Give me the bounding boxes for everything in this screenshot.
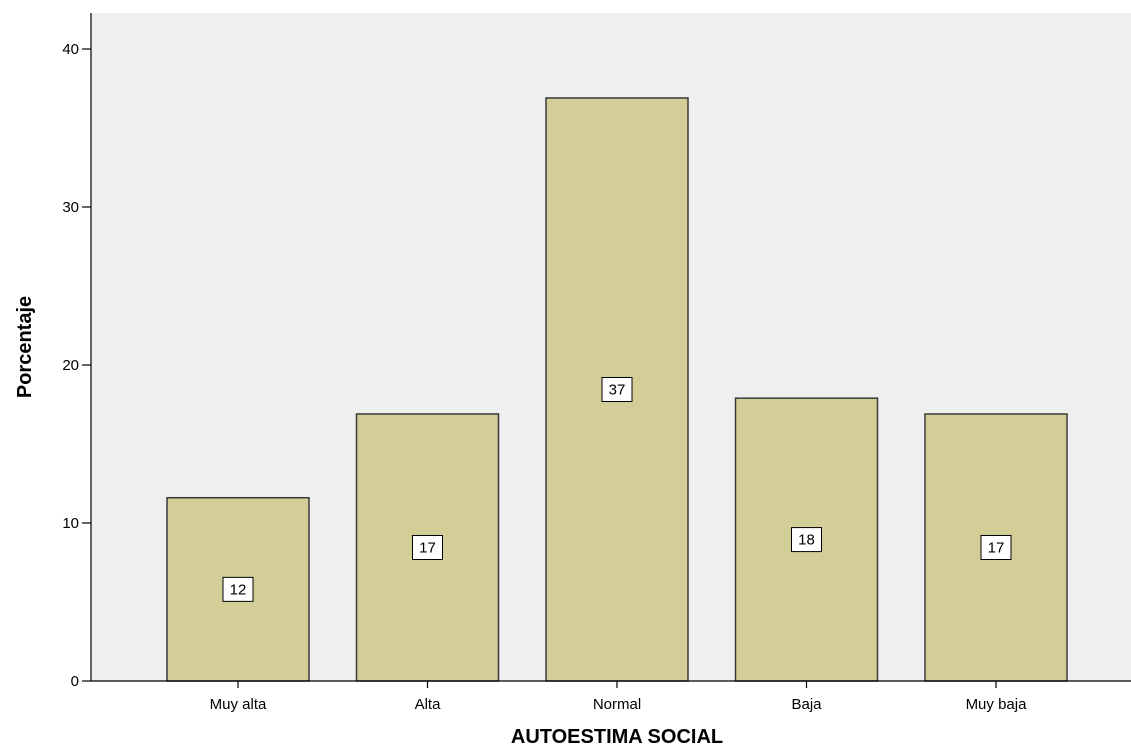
x-axis-ticks: Muy alta Alta Normal Baja Muy baja — [210, 681, 1027, 713]
x-tick-label: Muy alta — [210, 696, 267, 713]
x-tick-label: Muy baja — [966, 696, 1028, 713]
y-tick-label: 10 — [62, 515, 79, 532]
data-label: 17 — [419, 539, 436, 556]
x-axis-title: AUTOESTIMA SOCIAL — [511, 726, 723, 748]
data-label: 18 — [798, 532, 815, 549]
data-label: 12 — [230, 581, 247, 598]
data-label: 17 — [988, 539, 1005, 556]
data-label-box — [222, 576, 254, 602]
x-tick-label: Baja — [791, 696, 822, 713]
x-tick-label: Alta — [415, 696, 442, 713]
y-tick-label: 20 — [62, 357, 79, 374]
data-label: 37 — [609, 381, 626, 398]
data-label-box — [980, 534, 1012, 560]
y-tick-label: 0 — [71, 673, 79, 690]
data-label-box — [412, 534, 443, 560]
y-tick-label: 30 — [62, 199, 79, 216]
data-label-box — [601, 376, 633, 402]
y-axis-title: Porcentaje — [14, 296, 36, 398]
y-tick-label: 40 — [62, 41, 79, 58]
bars-group: 12 17 37 18 17 — [166, 97, 1068, 682]
data-label-box — [791, 527, 822, 553]
y-axis-ticks: 0 10 20 30 40 — [62, 41, 91, 690]
x-tick-label: Normal — [593, 696, 641, 713]
